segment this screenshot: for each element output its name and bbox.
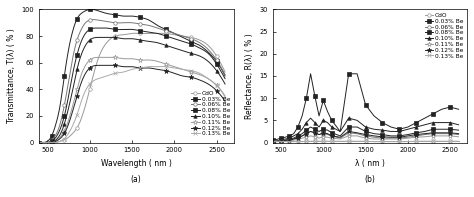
X-axis label: Wavelength ( nm ): Wavelength ( nm ) xyxy=(101,159,172,168)
Legend: CdO, 0.03% Be, 0.06% Be, 0.08% Be, 0.10% Be, 0.11% Be, 0.12% Be, 0.13% Be: CdO, 0.03% Be, 0.06% Be, 0.08% Be, 0.10%… xyxy=(191,90,230,137)
Y-axis label: Transmittance, T(λ) ( % ): Transmittance, T(λ) ( % ) xyxy=(7,29,16,123)
Text: (b): (b) xyxy=(365,176,375,184)
Legend: CdO, 0.03% Be, 0.06% Be, 0.08% Be, 0.10% Be, 0.11% Be, 0.12% Be, 0.13% Be: CdO, 0.03% Be, 0.06% Be, 0.08% Be, 0.10%… xyxy=(424,12,464,59)
Text: (a): (a) xyxy=(131,176,142,184)
Y-axis label: Reflectance, R(λ) ( % ): Reflectance, R(λ) ( % ) xyxy=(245,33,254,119)
X-axis label: λ ( nm ): λ ( nm ) xyxy=(355,159,385,168)
